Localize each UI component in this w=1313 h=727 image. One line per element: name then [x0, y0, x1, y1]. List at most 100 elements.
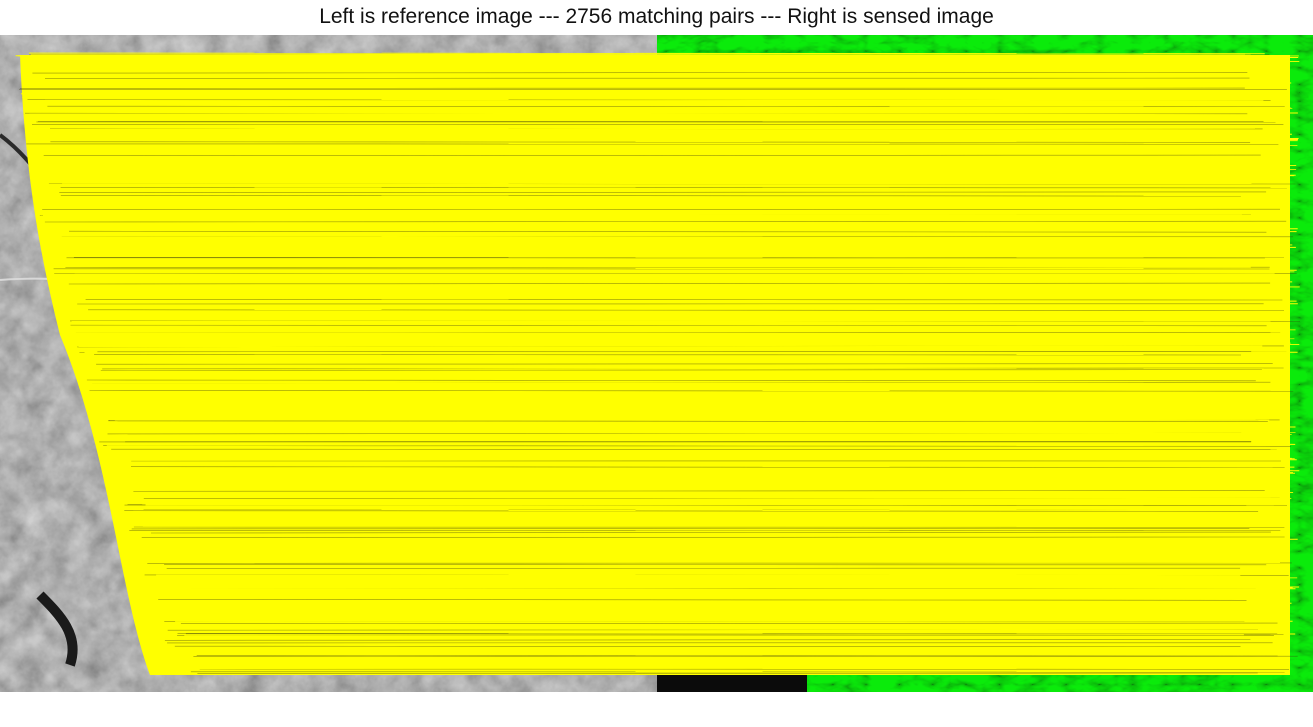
match-line [173, 592, 1281, 594]
match-line [57, 246, 1266, 248]
match-line [42, 208, 1281, 210]
match-line [194, 648, 1285, 650]
match-line [94, 428, 1274, 430]
match-line [76, 270, 1295, 273]
match-line [131, 528, 1250, 530]
match-line [97, 414, 1273, 417]
match-line [33, 153, 1274, 155]
match-line [53, 236, 1287, 239]
match-line [108, 437, 1269, 439]
match-line [30, 62, 1260, 65]
match-line [160, 628, 1274, 631]
match-line [97, 432, 1275, 434]
match-line [157, 584, 1278, 587]
match-line [39, 60, 1300, 62]
match-line [175, 620, 1267, 623]
match-line [134, 472, 1296, 474]
match-line [117, 454, 1242, 457]
match-line [44, 220, 1287, 223]
match-line [88, 309, 1285, 311]
match-line [96, 363, 1273, 365]
match-line [157, 581, 1281, 584]
match-line [60, 187, 1287, 189]
match-line [180, 622, 1278, 624]
match-line [30, 127, 1256, 130]
match-line [152, 586, 1293, 589]
match-line [85, 299, 1283, 301]
match-line [28, 52, 1265, 55]
match-line [23, 100, 1288, 103]
match-line [77, 297, 1243, 299]
match-line [150, 542, 1245, 544]
match-line [43, 178, 1290, 181]
match-line [58, 279, 1264, 282]
match-lines [15, 52, 1301, 675]
match-line [44, 80, 1245, 83]
match-line [61, 228, 1298, 230]
match-line [138, 553, 1244, 555]
match-line [60, 195, 1241, 197]
match-line [193, 660, 1284, 662]
match-line [78, 337, 1295, 340]
match-line [150, 531, 1271, 534]
match-line [115, 495, 1254, 497]
match-line [93, 423, 1262, 426]
match-line [71, 300, 1297, 303]
match-line [96, 383, 1265, 386]
match-line [179, 636, 1284, 639]
match-line [38, 117, 1290, 120]
match-line [156, 594, 1269, 597]
match-line [48, 122, 1259, 125]
match-line [70, 324, 1267, 327]
match-line [138, 538, 1271, 540]
match-line [137, 521, 1254, 523]
match-line [29, 112, 1298, 115]
match-line [68, 323, 1257, 326]
figure-title: Left is reference image --- 2756 matchin… [319, 5, 994, 28]
match-line [23, 106, 1293, 109]
match-line [38, 195, 1288, 198]
match-line [196, 655, 1278, 657]
match-line [125, 518, 1247, 520]
match-line [38, 99, 1264, 102]
match-line [88, 315, 1247, 318]
match-line [43, 72, 1245, 75]
match-line [52, 175, 1290, 178]
match-line [141, 536, 1285, 538]
match-line [108, 420, 1268, 423]
match-line [170, 650, 1276, 652]
match-line [132, 486, 1252, 488]
match-line [150, 569, 1287, 572]
match-line [145, 580, 1279, 582]
match-line [86, 379, 1256, 382]
match-line [59, 211, 1274, 214]
match-line [82, 311, 1273, 314]
match-line [141, 571, 1252, 573]
match-line [108, 467, 1273, 470]
match-line [45, 225, 1290, 227]
match-line [44, 97, 1276, 100]
match-line [171, 613, 1283, 616]
match-line [34, 61, 1287, 63]
match-line [36, 73, 1288, 76]
match-line [84, 367, 1264, 370]
match-line [197, 672, 1258, 675]
match-line [141, 561, 1281, 563]
match-line [84, 343, 1300, 345]
match-line [75, 330, 1244, 333]
match-line [174, 644, 1267, 647]
match-line [107, 386, 1277, 389]
match-line [106, 443, 1296, 446]
match-line [35, 83, 1268, 86]
match-line [148, 551, 1272, 553]
match-line [154, 602, 1292, 605]
match-line [49, 160, 1279, 163]
match-line [50, 203, 1289, 206]
match-line [133, 490, 1265, 492]
match-line [196, 668, 1269, 671]
match-line [31, 162, 1263, 165]
match-line [130, 466, 1285, 468]
match-line [121, 470, 1300, 472]
match-line [93, 348, 1281, 351]
match-line [192, 658, 1286, 660]
